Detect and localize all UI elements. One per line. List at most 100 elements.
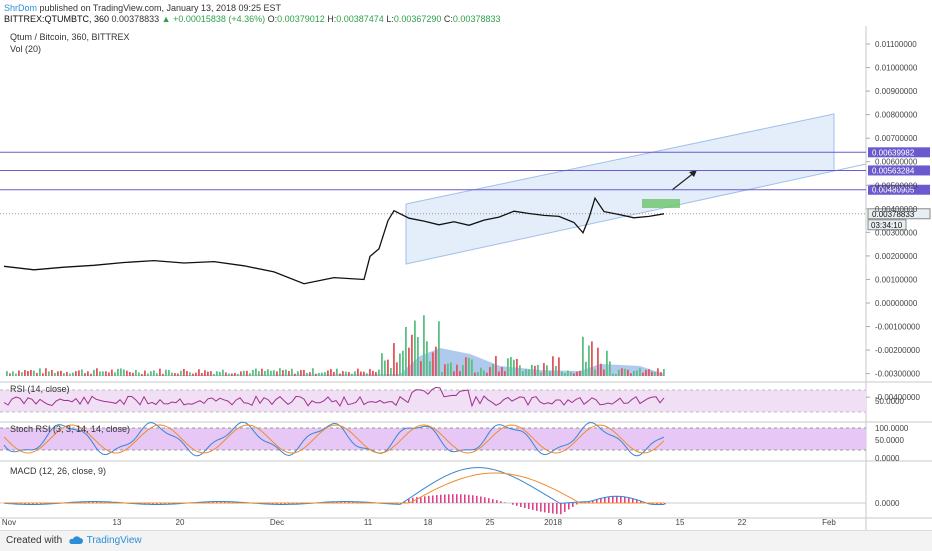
price-tag-bg xyxy=(868,165,930,176)
volume-bar xyxy=(573,373,575,376)
volume-bar xyxy=(150,371,152,376)
volume-bar xyxy=(225,372,227,376)
x-tick-label: 15 xyxy=(676,518,685,527)
macd-histogram-bar xyxy=(144,503,146,505)
macd-histogram-bar xyxy=(608,496,610,503)
macd-histogram-bar xyxy=(516,503,518,506)
volume-bar xyxy=(624,368,626,376)
y-tick-label: -0.00300000 xyxy=(875,370,920,379)
volume-bar xyxy=(570,371,572,376)
macd-histogram-bar xyxy=(456,494,458,503)
price-chart[interactable]: 0.00639982 0.00563284 0.00480905 0.00378833… xyxy=(0,26,932,530)
grid xyxy=(0,26,932,530)
macd-histogram-bar xyxy=(548,503,550,513)
volume-bar xyxy=(84,373,86,376)
volume-bar xyxy=(648,369,650,376)
macd-histogram-bar xyxy=(216,501,218,503)
x-tick-label: 22 xyxy=(738,518,747,527)
volume-bar xyxy=(513,359,515,376)
horizontal-lines[interactable]: 0.00639982 0.00563284 0.00480905 0.00378833… xyxy=(0,147,931,231)
macd-histogram-bar xyxy=(80,501,82,503)
macd-histogram-bar xyxy=(152,503,154,505)
macd-histogram-bar xyxy=(32,503,34,505)
volume-bar xyxy=(417,337,419,376)
macd-histogram-bar xyxy=(556,503,558,514)
volume-bar xyxy=(60,370,62,376)
volume-bar xyxy=(258,371,260,376)
macd-histogram-bar xyxy=(424,496,426,503)
volume-bar xyxy=(12,371,14,376)
price-tag-label: 0.00563284 xyxy=(872,166,915,175)
volume-bar xyxy=(462,365,464,376)
stoch-rsi-label: Stoch RSI (3, 3, 14, 14, close) xyxy=(10,424,130,434)
volume-bar xyxy=(129,372,131,376)
volume-bar xyxy=(564,372,566,376)
volume-bar xyxy=(450,362,452,376)
volume-bar xyxy=(411,334,413,376)
y-tick-label: -0.00400000 xyxy=(875,393,920,402)
volume-bar xyxy=(378,369,380,376)
macd-histogram-bar xyxy=(484,497,486,503)
volume-bar xyxy=(432,352,434,376)
volume-bar xyxy=(123,369,125,376)
volume-bar xyxy=(24,370,26,376)
cloud-icon xyxy=(69,536,83,545)
volume-bar xyxy=(534,365,536,376)
volume-bar xyxy=(579,370,581,376)
macd-histogram-bar xyxy=(452,494,454,503)
volume-bar xyxy=(639,368,641,376)
volume-bar xyxy=(501,367,503,376)
macd-histogram-bar xyxy=(500,501,502,503)
volume-bar xyxy=(585,361,587,376)
countdown-bg xyxy=(867,219,907,231)
volume-bar xyxy=(33,370,35,376)
macd-histogram-bar xyxy=(272,503,274,505)
volume-bar xyxy=(18,370,20,376)
macd-histogram-bar xyxy=(420,496,422,503)
volume-bar xyxy=(186,371,188,376)
volume-bar xyxy=(630,373,632,376)
price-channel[interactable] xyxy=(405,113,867,265)
x-tick-label: 25 xyxy=(486,518,495,527)
macd-histogram-bar xyxy=(432,495,434,503)
macd-histogram-bar xyxy=(540,503,542,512)
volume-bar xyxy=(558,357,560,376)
macd-histogram-bar xyxy=(576,503,578,505)
author-link[interactable]: ShrDom xyxy=(4,3,38,13)
volume-bar xyxy=(576,371,578,376)
volume-bar xyxy=(636,370,638,376)
volume-bar xyxy=(420,361,422,376)
volume-bar xyxy=(39,368,41,376)
rsi-line xyxy=(3,386,665,408)
macd-histogram-bar xyxy=(172,503,174,505)
volume-bar xyxy=(207,371,209,376)
x-tick-label: 8 xyxy=(618,518,623,527)
macd-histogram-bar xyxy=(632,498,634,503)
stoch-k-line xyxy=(3,421,665,457)
volume-bar xyxy=(486,372,488,376)
rsi-panel: 50.0000 xyxy=(0,386,904,413)
macd-histogram-bar xyxy=(612,496,614,503)
macd-histogram-bar xyxy=(488,498,490,503)
volume-bar xyxy=(63,373,65,376)
volume-bar xyxy=(252,370,254,376)
last-price: 0.00378833 xyxy=(111,14,160,24)
volume-bar xyxy=(348,372,350,376)
volume-bar xyxy=(591,341,593,376)
macd-histogram-bar xyxy=(624,496,626,503)
volume-bar xyxy=(603,369,605,376)
volume-bar xyxy=(456,364,458,376)
volume-bar xyxy=(159,368,161,376)
created-with-text: Created with xyxy=(6,535,63,546)
volume-bar xyxy=(642,372,644,376)
macd-histogram-bar xyxy=(520,503,522,507)
volume-bar xyxy=(657,368,659,376)
volume-bar xyxy=(489,367,491,376)
volume-bar xyxy=(480,367,482,376)
volume-bar xyxy=(468,357,470,376)
price-tag-label: 0.00639982 xyxy=(872,148,915,157)
tradingview-logo[interactable]: TradingView xyxy=(68,535,142,546)
volume-bar xyxy=(522,371,524,376)
volume-bar xyxy=(54,372,56,376)
volume-bar xyxy=(561,371,563,376)
